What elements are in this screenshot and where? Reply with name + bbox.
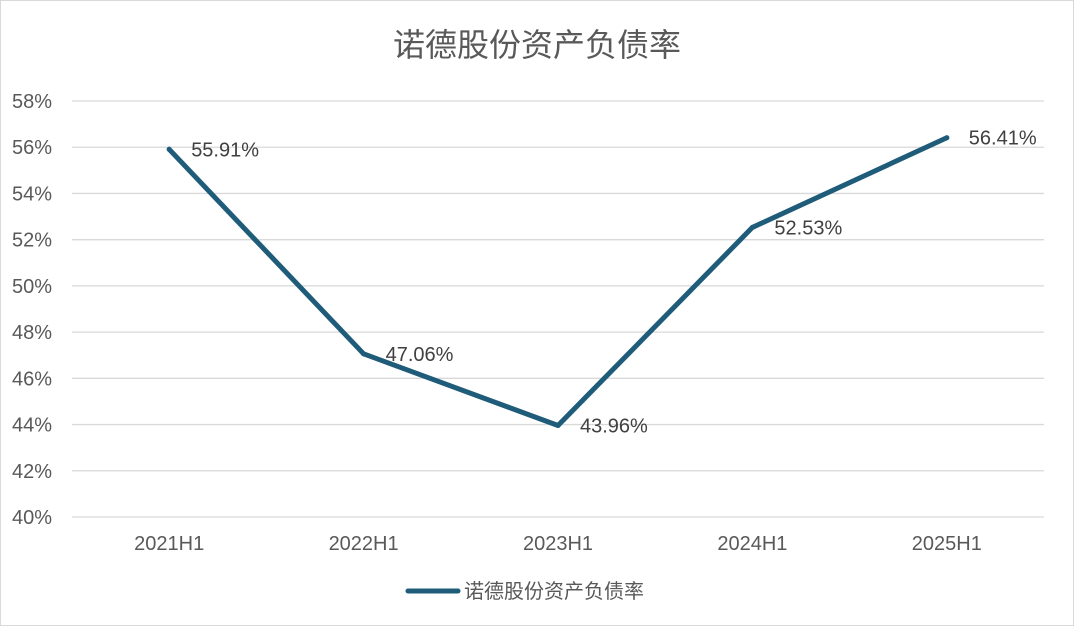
data-point [555,422,561,428]
x-tick-label: 2023H1 [523,533,593,555]
y-tick-label: 58% [12,91,52,113]
series-layer [166,135,950,428]
data-point [749,224,755,230]
data-label: 56.41% [969,128,1037,150]
y-tick-label: 46% [12,368,52,390]
x-tick-label: 2022H1 [329,533,399,555]
x-tick-label: 2024H1 [717,533,787,555]
data-point [361,351,367,357]
gridlines [72,100,1044,518]
series-line [166,135,950,428]
legend-label: 诺德股份资产负债率 [464,579,644,603]
y-axis-ticks: 40% 42% 44% 46% 48% 50% 52% 54% 56% 58% [12,91,52,529]
y-tick-label: 50% [12,276,52,298]
y-tick-label: 48% [12,322,52,344]
data-label: 47.06% [386,344,454,366]
x-axis-ticks: 2021H1 2022H1 2023H1 2024H1 2025H1 [134,533,982,555]
y-tick-label: 54% [12,183,52,205]
y-tick-label: 42% [12,461,52,483]
x-tick-label: 2025H1 [912,533,982,555]
y-tick-label: 44% [12,415,52,437]
y-tick-label: 56% [12,137,52,159]
y-tick-label: 52% [12,230,52,252]
data-label: 55.91% [191,139,259,161]
legend[interactable]: 诺德股份资产负债率 [405,579,644,603]
x-tick-label: 2021H1 [134,533,204,555]
data-label: 43.96% [580,415,648,437]
data-point [944,135,950,141]
y-tick-label: 40% [12,507,52,529]
data-point [166,146,172,152]
chart-title: 诺德股份资产负债率 [393,26,681,64]
data-label: 52.53% [774,217,842,239]
data-labels: 55.91% 47.06% 43.96% 52.53% 56.41% [191,128,1037,438]
